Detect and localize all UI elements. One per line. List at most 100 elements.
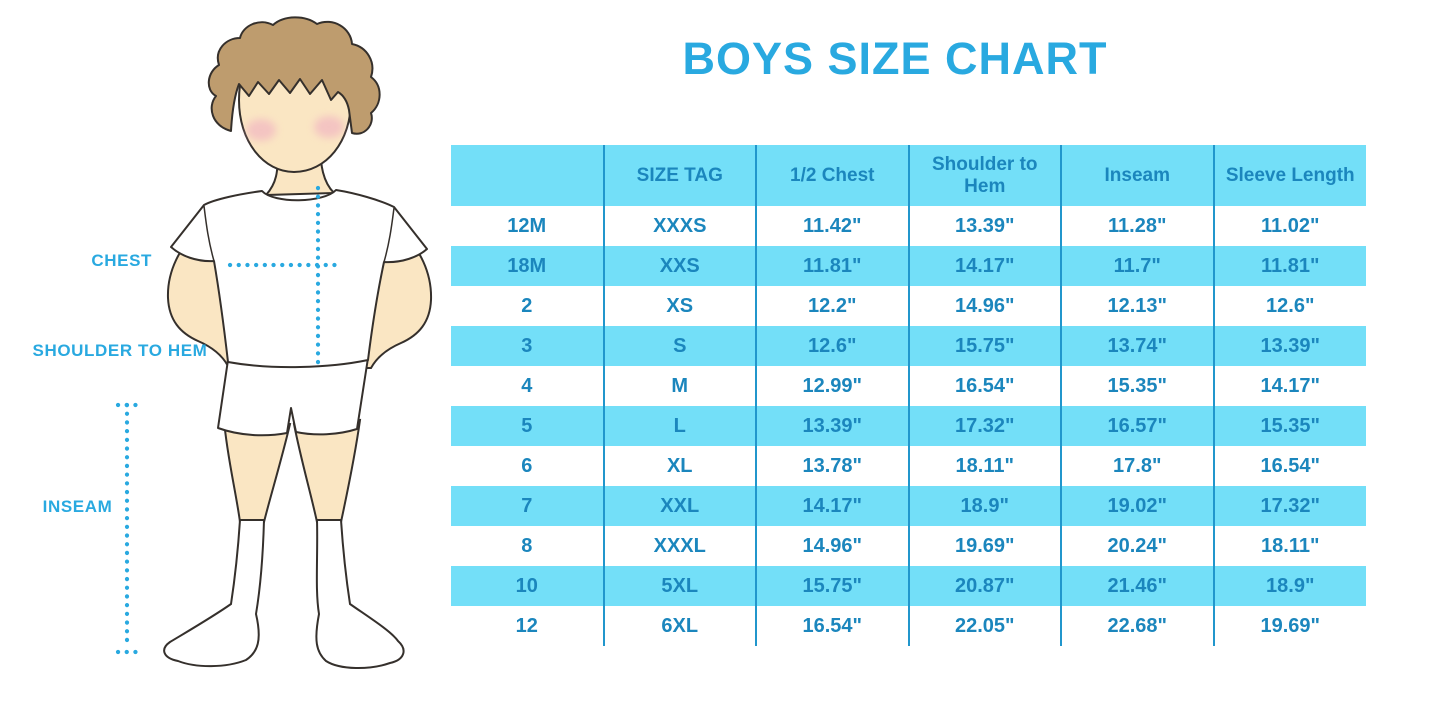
col-header-size-tag: SIZE TAG xyxy=(602,145,756,206)
cell-size: 4 xyxy=(521,374,533,397)
cell-shoulder-to-hem: 14.17" xyxy=(907,246,1061,286)
hair xyxy=(207,16,381,135)
col-header-half-chest: 1/2 Chest xyxy=(755,145,909,206)
cell-half-chest: 16.54" xyxy=(755,606,909,646)
sock-left xyxy=(163,519,266,668)
cell-shoulder-to-hem: 14.96" xyxy=(907,286,1061,326)
cell-sleeve-length: 11.81" xyxy=(1212,246,1366,286)
cell-size-tag: XXXS xyxy=(602,206,756,246)
cell-size-tag: XXXL xyxy=(602,526,756,566)
table-row: 5 L 13.39" 17.32" 16.57" 15.35" xyxy=(451,406,1366,446)
col-header-sleeve-length: Sleeve Length xyxy=(1212,145,1366,206)
cell-size-tag: L xyxy=(602,406,756,446)
cell-inseam: 11.28" xyxy=(1060,206,1214,246)
table-row: 6 XL 13.78" 18.11" 17.8" 16.54" xyxy=(451,446,1366,486)
measurement-lines xyxy=(115,185,345,655)
cheek-right xyxy=(314,116,344,138)
cell-size-tag: XXS xyxy=(602,246,756,286)
cell-size: 2 xyxy=(521,294,533,317)
header-row: SIZE TAG 1/2 Chest Shoulder to Hem Insea… xyxy=(451,145,1366,206)
cell-sleeve-length: 11.02" xyxy=(1212,206,1366,246)
cell-inseam: 11.7" xyxy=(1060,246,1214,286)
cell-sleeve-length: 16.54" xyxy=(1212,446,1366,486)
cell-shoulder-to-hem: 13.39" xyxy=(907,206,1061,246)
cell-shoulder-to-hem: 15.75" xyxy=(907,326,1061,366)
leg-right xyxy=(292,418,362,523)
cell-sleeve-length: 15.35" xyxy=(1212,406,1366,446)
cell-half-chest: 11.81" xyxy=(755,246,909,286)
cell-shoulder-to-hem: 18.11" xyxy=(907,446,1061,486)
table-row: 7 XXL 14.17" 18.9" 19.02" 17.32" xyxy=(451,486,1366,526)
cell-sleeve-length: 12.6" xyxy=(1212,286,1366,326)
size-table-container: SIZE TAG 1/2 Chest Shoulder to Hem Insea… xyxy=(451,145,1366,646)
cell-inseam: 21.46" xyxy=(1060,566,1214,606)
cell-sleeve-length: 18.9" xyxy=(1212,566,1366,606)
col-header-inseam: Inseam xyxy=(1060,145,1214,206)
cell-shoulder-to-hem: 17.32" xyxy=(907,406,1061,446)
table-row: 10 5XL 15.75" 20.87" 21.46" 18.9" xyxy=(451,566,1366,606)
cell-sleeve-length: 18.11" xyxy=(1212,526,1366,566)
cell-inseam: 22.68" xyxy=(1060,606,1214,646)
chest-label: CHEST xyxy=(91,251,152,270)
cheek-left xyxy=(246,119,276,141)
cell-inseam: 19.02" xyxy=(1060,486,1214,526)
sleeve-seam-left xyxy=(203,205,215,262)
sock-right xyxy=(315,519,405,670)
shorts xyxy=(217,357,369,437)
cell-inseam: 16.57" xyxy=(1060,406,1214,446)
cell-shoulder-to-hem: 18.9" xyxy=(907,486,1061,526)
cell-size: 8 xyxy=(521,534,533,557)
cell-size: 18M xyxy=(451,246,604,286)
cell-half-chest: 14.17" xyxy=(755,486,909,526)
cell-size: 10 xyxy=(451,566,604,606)
cell-half-chest: 12.6" xyxy=(755,326,909,366)
cell-size: 3 xyxy=(451,326,604,366)
cell-half-chest: 11.42" xyxy=(755,206,909,246)
shoulder-to-hem-label: SHOULDER TO HEM xyxy=(32,341,208,360)
cell-inseam: 17.8" xyxy=(1060,446,1214,486)
boy-figure-illustration xyxy=(115,16,433,670)
cell-inseam: 13.74" xyxy=(1060,326,1214,366)
cell-sleeve-length: 13.39" xyxy=(1212,326,1366,366)
cell-shoulder-to-hem: 19.69" xyxy=(907,526,1061,566)
cell-size-tag: S xyxy=(602,326,756,366)
col-header-shoulder-to-hem: Shoulder to Hem xyxy=(907,145,1061,206)
table-row: 18M XXS 11.81" 14.17" 11.7" 11.81" xyxy=(451,246,1366,286)
page-title: BOYS SIZE CHART xyxy=(682,33,1108,84)
sleeve-seam-right xyxy=(383,207,395,263)
cell-size-tag: 6XL xyxy=(602,606,756,646)
size-table: SIZE TAG 1/2 Chest Shoulder to Hem Insea… xyxy=(451,145,1366,646)
col-header-size xyxy=(451,145,604,206)
cell-size-tag: 5XL xyxy=(602,566,756,606)
table-row: 3 S 12.6" 15.75" 13.74" 13.39" xyxy=(451,326,1366,366)
cell-sleeve-length: 14.17" xyxy=(1212,366,1366,406)
cell-half-chest: 15.75" xyxy=(755,566,909,606)
cell-half-chest: 14.96" xyxy=(755,526,909,566)
cell-size-tag: XXL xyxy=(602,486,756,526)
table-row: 12M XXXS 11.42" 13.39" 11.28" 11.02" xyxy=(451,206,1366,246)
cell-shoulder-to-hem: 22.05" xyxy=(907,606,1061,646)
cell-size: 5 xyxy=(451,406,604,446)
cell-sleeve-length: 17.32" xyxy=(1212,486,1366,526)
cell-half-chest: 13.39" xyxy=(755,406,909,446)
cell-sleeve-length: 19.69" xyxy=(1212,606,1366,646)
cell-size: 12 xyxy=(515,614,538,637)
cell-half-chest: 13.78" xyxy=(755,446,909,486)
cell-size-tag: XS xyxy=(602,286,756,326)
cell-half-chest: 12.2" xyxy=(755,286,909,326)
cell-size: 7 xyxy=(451,486,604,526)
cell-inseam: 20.24" xyxy=(1060,526,1214,566)
table-row: 4 M 12.99" 16.54" 15.35" 14.17" xyxy=(451,366,1366,406)
table-row: 12 6XL 16.54" 22.05" 22.68" 19.69" xyxy=(451,606,1366,646)
cell-inseam: 12.13" xyxy=(1060,286,1214,326)
cell-size-tag: XL xyxy=(602,446,756,486)
cell-shoulder-to-hem: 20.87" xyxy=(907,566,1061,606)
cell-inseam: 15.35" xyxy=(1060,366,1214,406)
cell-size: 6 xyxy=(521,454,533,477)
cell-size-tag: M xyxy=(602,366,756,406)
cell-shoulder-to-hem: 16.54" xyxy=(907,366,1061,406)
cell-half-chest: 12.99" xyxy=(755,366,909,406)
t-shirt xyxy=(170,189,428,369)
table-row: 8 XXXL 14.96" 19.69" 20.24" 18.11" xyxy=(451,526,1366,566)
